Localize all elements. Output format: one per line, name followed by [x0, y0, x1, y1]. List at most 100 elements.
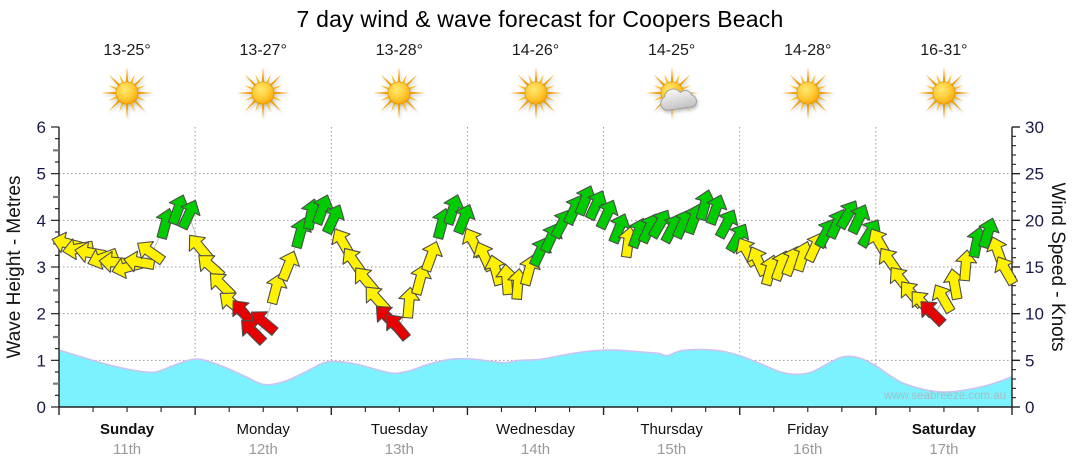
sun-ray: [645, 91, 662, 95]
sun-ray: [108, 74, 121, 87]
day-date: 14th: [520, 441, 551, 458]
wind-arrow: [484, 254, 506, 287]
sun-ray: [255, 102, 261, 112]
wind-arrow-glyph: [420, 241, 443, 273]
day-label-friday: Friday 16th: [733, 421, 883, 458]
sun-disc: [115, 81, 139, 105]
sun-ray: [542, 74, 554, 87]
sun-ray: [398, 103, 401, 120]
sun-ray: [391, 102, 397, 112]
wind-arrow-glyph: [484, 254, 506, 287]
sun-ray: [255, 74, 261, 84]
sun-ray: [544, 95, 555, 101]
day-header-thursday: 14-25°: [604, 42, 740, 122]
sun-icon: [237, 66, 290, 120]
sun-ray: [409, 91, 426, 95]
sun-ray: [953, 85, 963, 91]
sun-ray: [527, 74, 533, 84]
sun-ray: [925, 85, 935, 91]
sun-ray: [244, 95, 254, 101]
sun-ray: [781, 91, 798, 95]
sun-ray: [517, 99, 529, 112]
sun-ray: [517, 74, 529, 87]
sun-icon: [781, 66, 834, 120]
wind-arrow-glyph: [398, 286, 421, 319]
sun-ray: [544, 85, 555, 91]
wind-arrow-glyph: [123, 250, 156, 273]
wind-arrow: [386, 314, 411, 342]
wind-arrow-glyph: [277, 250, 300, 282]
sun-ray: [269, 99, 282, 112]
day-name: Friday: [786, 421, 829, 438]
day-date: 11th: [113, 441, 142, 458]
wind-arrow: [251, 311, 279, 336]
sun-ray: [946, 102, 952, 112]
wind-arrow: [420, 241, 443, 273]
wind-arrow: [920, 301, 947, 328]
day-header-friday: 14-28°: [740, 42, 876, 122]
sun-ray: [133, 74, 146, 87]
wind-arrow: [277, 250, 300, 282]
wind-arrow-glyph: [847, 204, 871, 236]
sun-ray: [133, 99, 146, 112]
right-tick-label: 5: [1025, 351, 1034, 370]
sun-ray: [546, 91, 562, 95]
sun-ray: [405, 74, 418, 87]
day-header-tuesday: 13-28°: [331, 42, 467, 122]
sun-ray: [108, 85, 118, 91]
sun-ray: [237, 91, 253, 95]
sun-ray: [527, 102, 533, 112]
sun-ray: [509, 91, 525, 95]
sun-ray: [789, 95, 799, 101]
wind-arrow-glyph: [994, 256, 1019, 287]
sun-ray: [119, 74, 125, 84]
sun-ray: [405, 99, 418, 112]
weather-icon-wrap: [195, 64, 331, 122]
sun-ray: [925, 99, 938, 112]
sun-ray: [942, 66, 946, 83]
temp-range: 13-28°: [375, 42, 423, 59]
day-date: 17th: [929, 441, 959, 458]
sun-ray: [380, 74, 393, 87]
sun-ray: [408, 95, 419, 101]
wind-arrow: [322, 204, 345, 236]
sun-ray: [108, 99, 121, 112]
sun-ray: [534, 103, 537, 120]
sun-ray: [398, 66, 401, 83]
weather-icon-wrap: [59, 64, 195, 122]
temp-range: 13-27°: [239, 42, 287, 59]
wind-arrow: [177, 199, 201, 231]
sun-ray: [663, 74, 669, 84]
wave-height-outline: [58, 348, 1013, 393]
sun-ray: [136, 85, 146, 91]
sun-ray: [818, 91, 834, 95]
sun-disc: [932, 81, 956, 105]
left-tick-label: 0: [37, 398, 46, 417]
day-label-tuesday: Tuesday 13th: [324, 421, 474, 458]
weather-icon-wrap: [604, 64, 740, 122]
sun-ray: [516, 85, 527, 91]
wind-arrow: [266, 273, 288, 306]
sun-ray: [936, 74, 941, 84]
right-tick-label: 20: [1025, 211, 1044, 230]
sun-ray: [806, 103, 809, 120]
sun-ray: [137, 91, 154, 95]
day-date: 12th: [248, 441, 278, 458]
sun-ray: [391, 74, 397, 84]
wind-arrow-glyph: [705, 194, 728, 226]
temp-range: 14-26°: [511, 42, 560, 59]
wind-arrow-glyph: [410, 264, 432, 296]
wind-arrow-glyph: [251, 311, 279, 336]
left-tick-label: 3: [37, 258, 46, 277]
right-tick-label: 15: [1025, 258, 1044, 277]
sun-ray: [936, 102, 941, 112]
sun-ray: [800, 102, 805, 112]
sun-ray: [100, 91, 117, 95]
sun-ray: [534, 66, 537, 83]
sun-ray: [670, 66, 673, 83]
day-label-saturday: Saturday 17th: [869, 421, 1019, 458]
day-name: Tuesday: [370, 421, 428, 438]
temp-range: 14-25°: [647, 42, 696, 59]
wind-arrow: [931, 284, 956, 315]
sun-ray: [125, 103, 129, 120]
